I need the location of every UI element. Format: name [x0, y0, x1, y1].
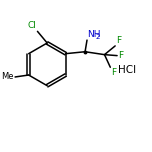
Text: F: F — [111, 68, 116, 77]
Text: F: F — [118, 51, 123, 60]
Text: Me: Me — [2, 73, 14, 81]
Text: F: F — [116, 36, 121, 45]
Text: HCl: HCl — [118, 65, 136, 75]
Text: Cl: Cl — [28, 21, 36, 30]
Text: 2: 2 — [95, 34, 100, 40]
Text: NH: NH — [87, 30, 100, 39]
